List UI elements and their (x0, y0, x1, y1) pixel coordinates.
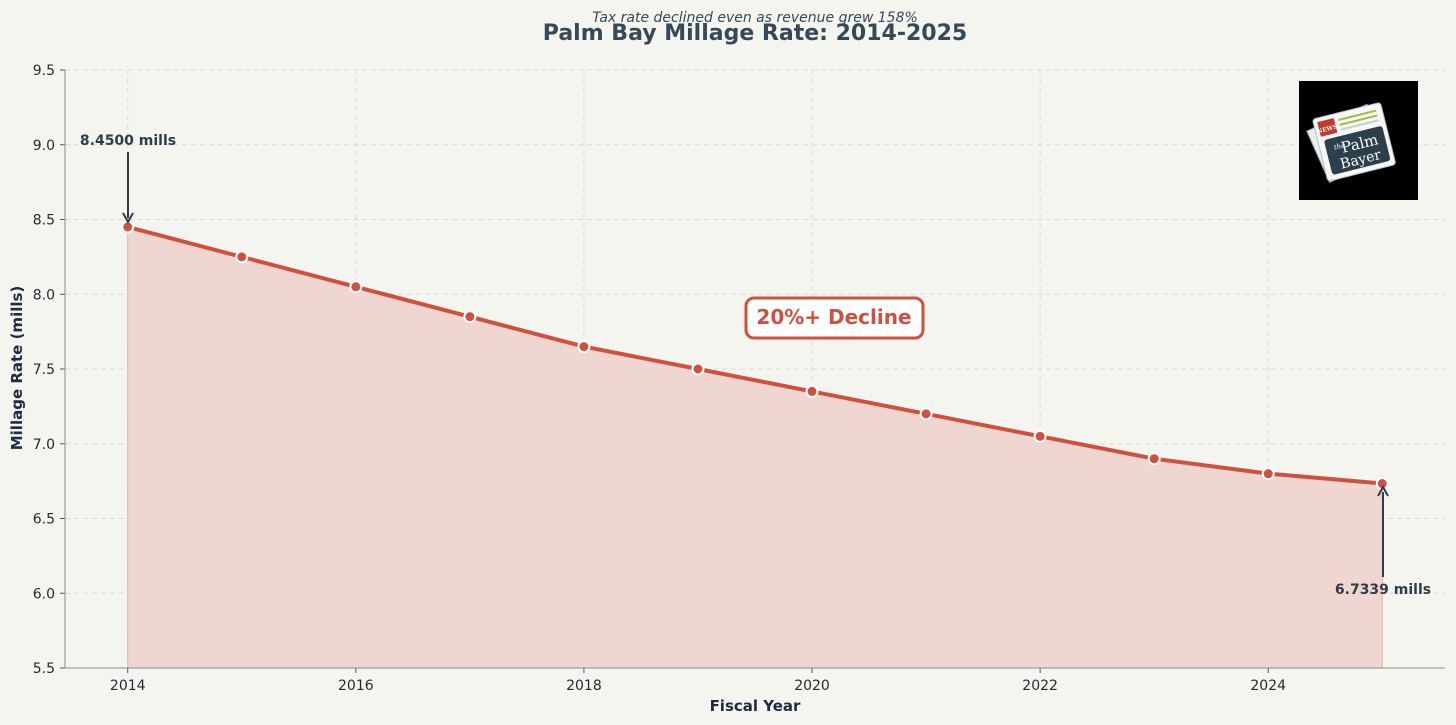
axes (60, 69, 1445, 673)
start-value-label: 8.4500 mills (80, 133, 176, 149)
data-point (805, 384, 819, 398)
decline-callout: 20%+ Decline (744, 296, 925, 340)
x-tick-label: 2020 (794, 678, 830, 694)
series-line-layer (125, 224, 1385, 486)
logo-name-panel (1324, 126, 1391, 175)
x-tick-label: 2022 (1022, 678, 1058, 694)
data-point (919, 407, 933, 421)
data-point (1147, 452, 1161, 466)
series-line (125, 224, 1385, 486)
palm-bayer-logo: NEWS the Palm Bayer (1299, 81, 1418, 200)
start-arrow-head (122, 212, 134, 225)
x-tick-label: 2018 (566, 678, 602, 694)
x-tick-label: 2014 (110, 678, 146, 694)
start-annotation: 8.4500 mills (80, 133, 176, 225)
newspaper-line (1339, 114, 1378, 126)
decline-callout-box (744, 296, 925, 340)
end-arrow-head (1377, 484, 1389, 497)
y-tick-label: 7.5 (33, 362, 55, 378)
chart-subtitle: Tax rate declined even as revenue grew 1… (592, 10, 918, 26)
data-point (1261, 467, 1275, 481)
y-tick-label: 5.5 (33, 661, 55, 677)
newspaper-icon: NEWS the Palm Bayer (1306, 102, 1396, 183)
end-annotation: 6.7339 mills (1335, 484, 1431, 598)
x-tick-label: 2016 (338, 678, 374, 694)
y-tick-label: 7.0 (33, 437, 55, 453)
data-point (235, 250, 249, 264)
news-badge-text: NEWS (1316, 124, 1338, 136)
y-tick-label: 9.0 (33, 138, 55, 154)
data-point (1033, 429, 1047, 443)
data-point (691, 362, 705, 376)
newspaper-line (1338, 109, 1377, 121)
end-value-label: 6.7339 mills (1335, 582, 1431, 598)
y-tick-label: 6.5 (33, 512, 55, 528)
y-tick-label: 8.5 (33, 213, 55, 229)
data-point (577, 340, 591, 354)
logo-line-the: the (1333, 141, 1346, 152)
data-point (349, 280, 363, 294)
y-tick-label: 6.0 (33, 586, 55, 602)
news-badge (1317, 118, 1338, 137)
tick-labels: 5.5 6.0 6.5 7.0 7.5 8.0 8.5 9.0 9.5 2014 2016 2018 2… (33, 63, 1286, 694)
y-tick-label: 9.5 (33, 63, 55, 79)
x-axis-label: Fiscal Year (710, 697, 801, 715)
y-axis-label: Millage Rate (mills) (8, 286, 26, 451)
x-tick-label: 2024 (1250, 678, 1286, 694)
chart-title: Palm Bay Millage Rate: 2014-2025 (543, 21, 967, 46)
data-point (463, 310, 477, 324)
y-tick-label: 8.0 (33, 287, 55, 303)
newspaper-line (1340, 119, 1379, 131)
decline-callout-text: 20%+ Decline (756, 305, 911, 329)
